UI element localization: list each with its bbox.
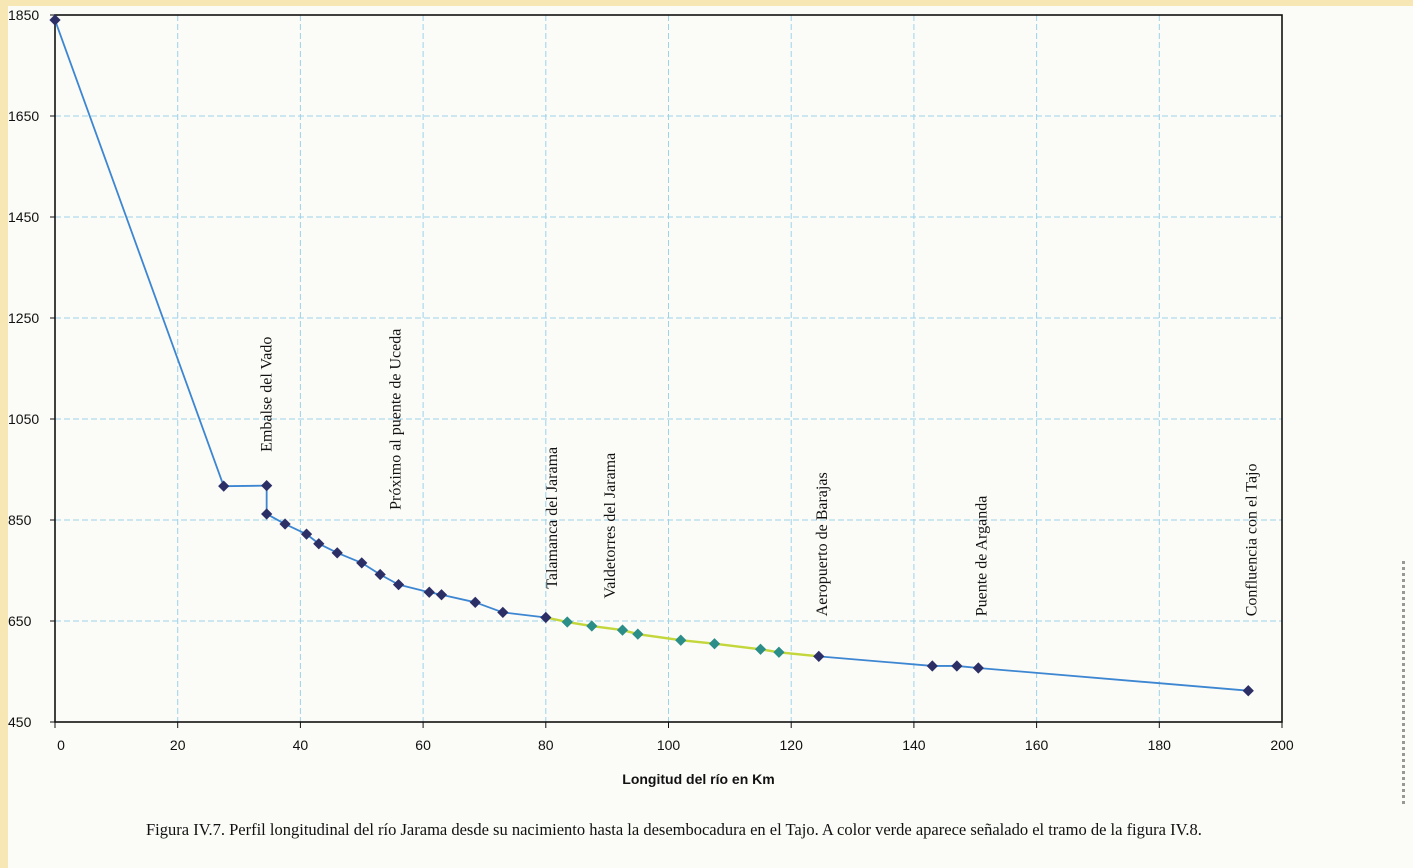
data-point [392,579,405,591]
data-point [754,643,767,655]
series-segment [501,611,547,619]
page-edge-text [1402,561,1405,806]
series-segment [777,651,821,658]
series-segment [397,583,431,594]
data-point [49,14,61,26]
data-point [586,620,598,632]
y-tick-label: 1050 [8,411,39,427]
data-point [374,568,386,581]
data-point [773,646,785,658]
data-point [561,616,573,628]
annotation-label: Talamanca del Jarama [544,447,561,589]
series-segment [54,19,225,488]
series-segment [474,601,504,614]
series-segment [336,551,363,564]
x-tick-label: 140 [902,737,926,753]
annotations: Embalse del Vado Próximo al puente de Uce… [259,329,1261,617]
y-tick-label: 1650 [8,108,39,124]
data-points [49,14,1254,697]
x-tick-label: 20 [170,737,186,753]
annotation-label: Puente de Arganda [973,496,990,617]
data-point [972,662,984,674]
data-point [300,528,313,540]
data-point [1242,685,1254,697]
annotation-label: Confluencia con el Tajo [1243,463,1260,616]
data-point [616,624,629,636]
y-tick-label: 1450 [8,209,39,225]
data-point [218,480,230,492]
y-tick-label: 650 [8,613,32,629]
x-axis-label: Longitud del río en Km [622,771,774,787]
data-point [261,480,273,492]
series-segment [440,593,477,604]
data-point [675,634,687,646]
x-tick-label: 160 [1025,737,1049,753]
series-segment [636,632,682,642]
data-point [261,508,273,520]
annotation-label: Aeropuerto de Barajas [814,472,831,616]
x-tick-label: 100 [657,737,681,753]
annotation-label: Embalse del Vado [259,337,276,452]
y-tick-label: 450 [8,714,32,730]
x-tick-label: 0 [57,737,65,753]
series-line [54,19,1250,692]
data-point [469,596,481,608]
y-tick-label: 1850 [8,7,39,23]
series-segment [679,638,716,645]
annotation-label: Valdetorres del Jarama [602,453,619,599]
data-point [279,518,291,530]
data-point [540,611,552,624]
data-point [435,589,448,601]
data-point [813,650,825,662]
data-point [708,638,721,650]
data-point [356,557,368,569]
data-point [926,660,938,672]
elevation-profile-chart: 0 20 40 60 80 100 120 140 160 180 200 450 650 850 1050… [8,7,1294,787]
data-point [423,586,435,598]
x-tick-label: 120 [780,737,804,753]
annotation-label: Próximo al puente de Uceda [387,329,404,510]
x-tick-label: 40 [293,737,309,753]
x-tick-label: 80 [538,737,554,753]
axis-ticks: 0 20 40 60 80 100 120 140 160 180 200 450 650 850 1050… [8,7,1294,753]
x-tick-label: 180 [1148,737,1172,753]
data-point [632,628,644,640]
grid [54,14,1283,723]
data-point [313,538,325,550]
data-point [331,547,343,559]
figure-page: 0 20 40 60 80 100 120 140 160 180 200 450 650 850 1050… [8,6,1413,868]
x-tick-label: 60 [415,737,431,753]
data-point [951,660,963,672]
figure-caption: Figura IV.7. Perfil longitudinal del río… [146,820,1202,839]
series-segment [977,667,1250,692]
series-segment [222,484,268,488]
series-segment [817,655,934,667]
y-tick-label: 850 [8,512,32,528]
data-point [497,606,509,619]
series-segment [713,642,762,651]
x-tick-label: 200 [1270,737,1294,753]
series-segment [590,624,624,632]
y-tick-label: 1250 [8,310,39,326]
